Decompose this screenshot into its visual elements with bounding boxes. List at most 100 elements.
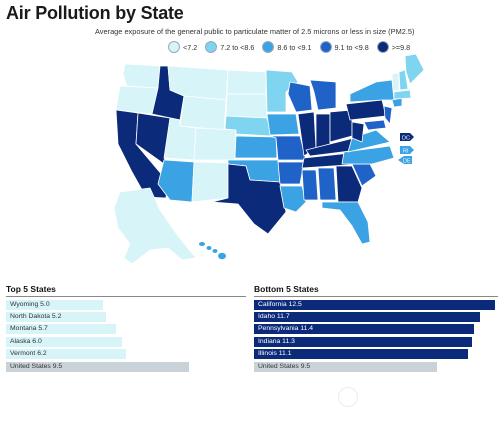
top-bars: Wyoming 5.0 North Dakota 5.2 Montana 5.7 Al…	[6, 300, 246, 374]
state-vermont	[391, 72, 400, 92]
state-alaska	[113, 187, 197, 265]
callout-de-label: DE	[403, 159, 411, 165]
bottom-bar-label: Pennsylvania 11.4	[258, 325, 314, 333]
bottom-bar-row: United States 9.5	[254, 361, 498, 372]
top-bar-row: Vermont 6.2	[6, 348, 246, 359]
bottom-bar-row: California 12.5	[254, 300, 498, 310]
top-bar	[6, 324, 116, 335]
legend-swatch	[205, 41, 218, 53]
state-arizona	[157, 159, 195, 203]
bottom-bar-row: Pennsylvania 11.4	[254, 324, 498, 335]
state-iowa	[266, 113, 300, 136]
state-georgia	[335, 165, 363, 203]
top-bar	[6, 312, 107, 323]
legend-swatch	[168, 41, 180, 53]
bottom-bar-label: United States 9.5	[258, 362, 311, 370]
bottom-bars: California 12.5 Idaho 11.7 Pennsylvania 11…	[254, 300, 498, 374]
state-south-dakota	[225, 93, 268, 119]
top-bar-row: United States 9.5	[6, 361, 246, 372]
bottom-bar-label: Idaho 11.7	[258, 313, 290, 321]
legend-item-7-2-to-8-6: 7.2 to <8.6	[205, 41, 254, 53]
state-maine	[404, 53, 425, 85]
callout-ri-label: RI	[403, 149, 409, 155]
top-section-title: Top 5 States	[6, 284, 56, 294]
top-bar	[6, 300, 103, 310]
top-bar-label: United States 9.5	[10, 362, 63, 370]
state-north-dakota	[226, 69, 267, 95]
state-mississippi	[301, 169, 319, 201]
callout-dc-label: DC	[402, 136, 410, 142]
state-florida	[321, 201, 371, 245]
legend-label: >=9.8	[391, 42, 411, 52]
bottom-bar	[254, 336, 473, 347]
top-bar-row: Montana 5.7	[6, 324, 246, 335]
top-bar-row: North Dakota 5.2	[6, 312, 246, 323]
bottom-bar	[254, 300, 496, 310]
legend-item-8-6-to-9-1: 8.6 to <9.1	[262, 41, 312, 53]
legend-label: <7.2	[183, 42, 198, 52]
bottom-bar-label: California 12.5	[258, 301, 302, 308]
legend-swatch	[319, 41, 332, 53]
watermark-icon	[338, 387, 358, 407]
top-bar-row: Alaska 6.0	[6, 336, 246, 347]
state-west-virginia	[351, 121, 365, 143]
state-new-york	[349, 79, 395, 103]
legend-item-ge9-8: >=9.8	[376, 41, 411, 53]
top-bar-label: Wyoming 5.0	[10, 301, 50, 308]
state-alabama	[317, 167, 337, 201]
state-new-jersey	[383, 105, 393, 125]
state-north-carolina	[341, 145, 395, 165]
top-divider	[6, 296, 246, 297]
bottom-bar-label: Illinois 11.1	[258, 349, 292, 357]
legend-item-lt7-2: <7.2	[168, 41, 197, 53]
bottom-bar-row: Idaho 11.7	[254, 312, 498, 323]
state-wyoming	[179, 95, 227, 131]
legend-label: 8.6 to <9.1	[277, 42, 312, 52]
top-bar	[6, 361, 190, 372]
legend-label: 9.1 to <9.8	[334, 42, 369, 52]
state-louisiana	[279, 185, 307, 213]
bottom-bar-label: Indiana 11.3	[258, 337, 295, 345]
state-texas	[211, 163, 287, 235]
legend-item-9-1-to-9-8: 9.1 to <9.8	[319, 41, 369, 53]
us-map: DC RI DE	[0, 52, 502, 274]
top-bar	[6, 336, 122, 347]
top-bar-label: Vermont 6.2	[10, 349, 47, 357]
callout-ri: RI	[400, 146, 414, 155]
state-colorado	[193, 127, 237, 161]
state-washington	[122, 63, 161, 89]
bottom-bar	[254, 361, 438, 372]
chart-title: Air Pollution by State	[6, 3, 184, 23]
state-maryland	[363, 119, 387, 131]
top-bar-label: North Dakota 5.2	[10, 313, 62, 321]
bottom-divider	[254, 296, 498, 297]
state-new-mexico	[191, 161, 229, 203]
state-indiana	[315, 113, 331, 149]
state-hawaii	[199, 242, 226, 260]
state-michigan	[309, 79, 337, 111]
state-minnesota	[265, 69, 299, 113]
state-virginia	[347, 129, 391, 153]
top-bar-row: Wyoming 5.0	[6, 300, 246, 310]
state-arkansas	[277, 161, 305, 185]
bottom-section-title: Bottom 5 States	[254, 284, 319, 294]
chart-subtitle: Average exposure of the general public t…	[95, 27, 415, 36]
top-bar	[6, 348, 126, 359]
callout-de: DE	[398, 156, 412, 165]
top-bar-label: Alaska 6.0	[10, 337, 42, 345]
state-oregon	[115, 85, 159, 115]
bottom-bar-row: Illinois 11.1	[254, 348, 498, 359]
state-nebraska	[224, 115, 273, 137]
state-pennsylvania	[345, 99, 387, 121]
state-kansas	[234, 135, 278, 159]
bottom-bar	[254, 324, 475, 335]
top-bar-label: Montana 5.7	[10, 325, 48, 333]
bottom-bar-row: Indiana 11.3	[254, 336, 498, 347]
legend-swatch	[262, 41, 275, 53]
state-massachusetts	[393, 89, 412, 100]
state-wisconsin	[287, 81, 313, 113]
state-connecticut	[391, 97, 403, 108]
bottom-bar	[254, 312, 480, 323]
legend-label: 7.2 to <8.6	[220, 42, 255, 52]
legend-swatch	[376, 41, 389, 53]
